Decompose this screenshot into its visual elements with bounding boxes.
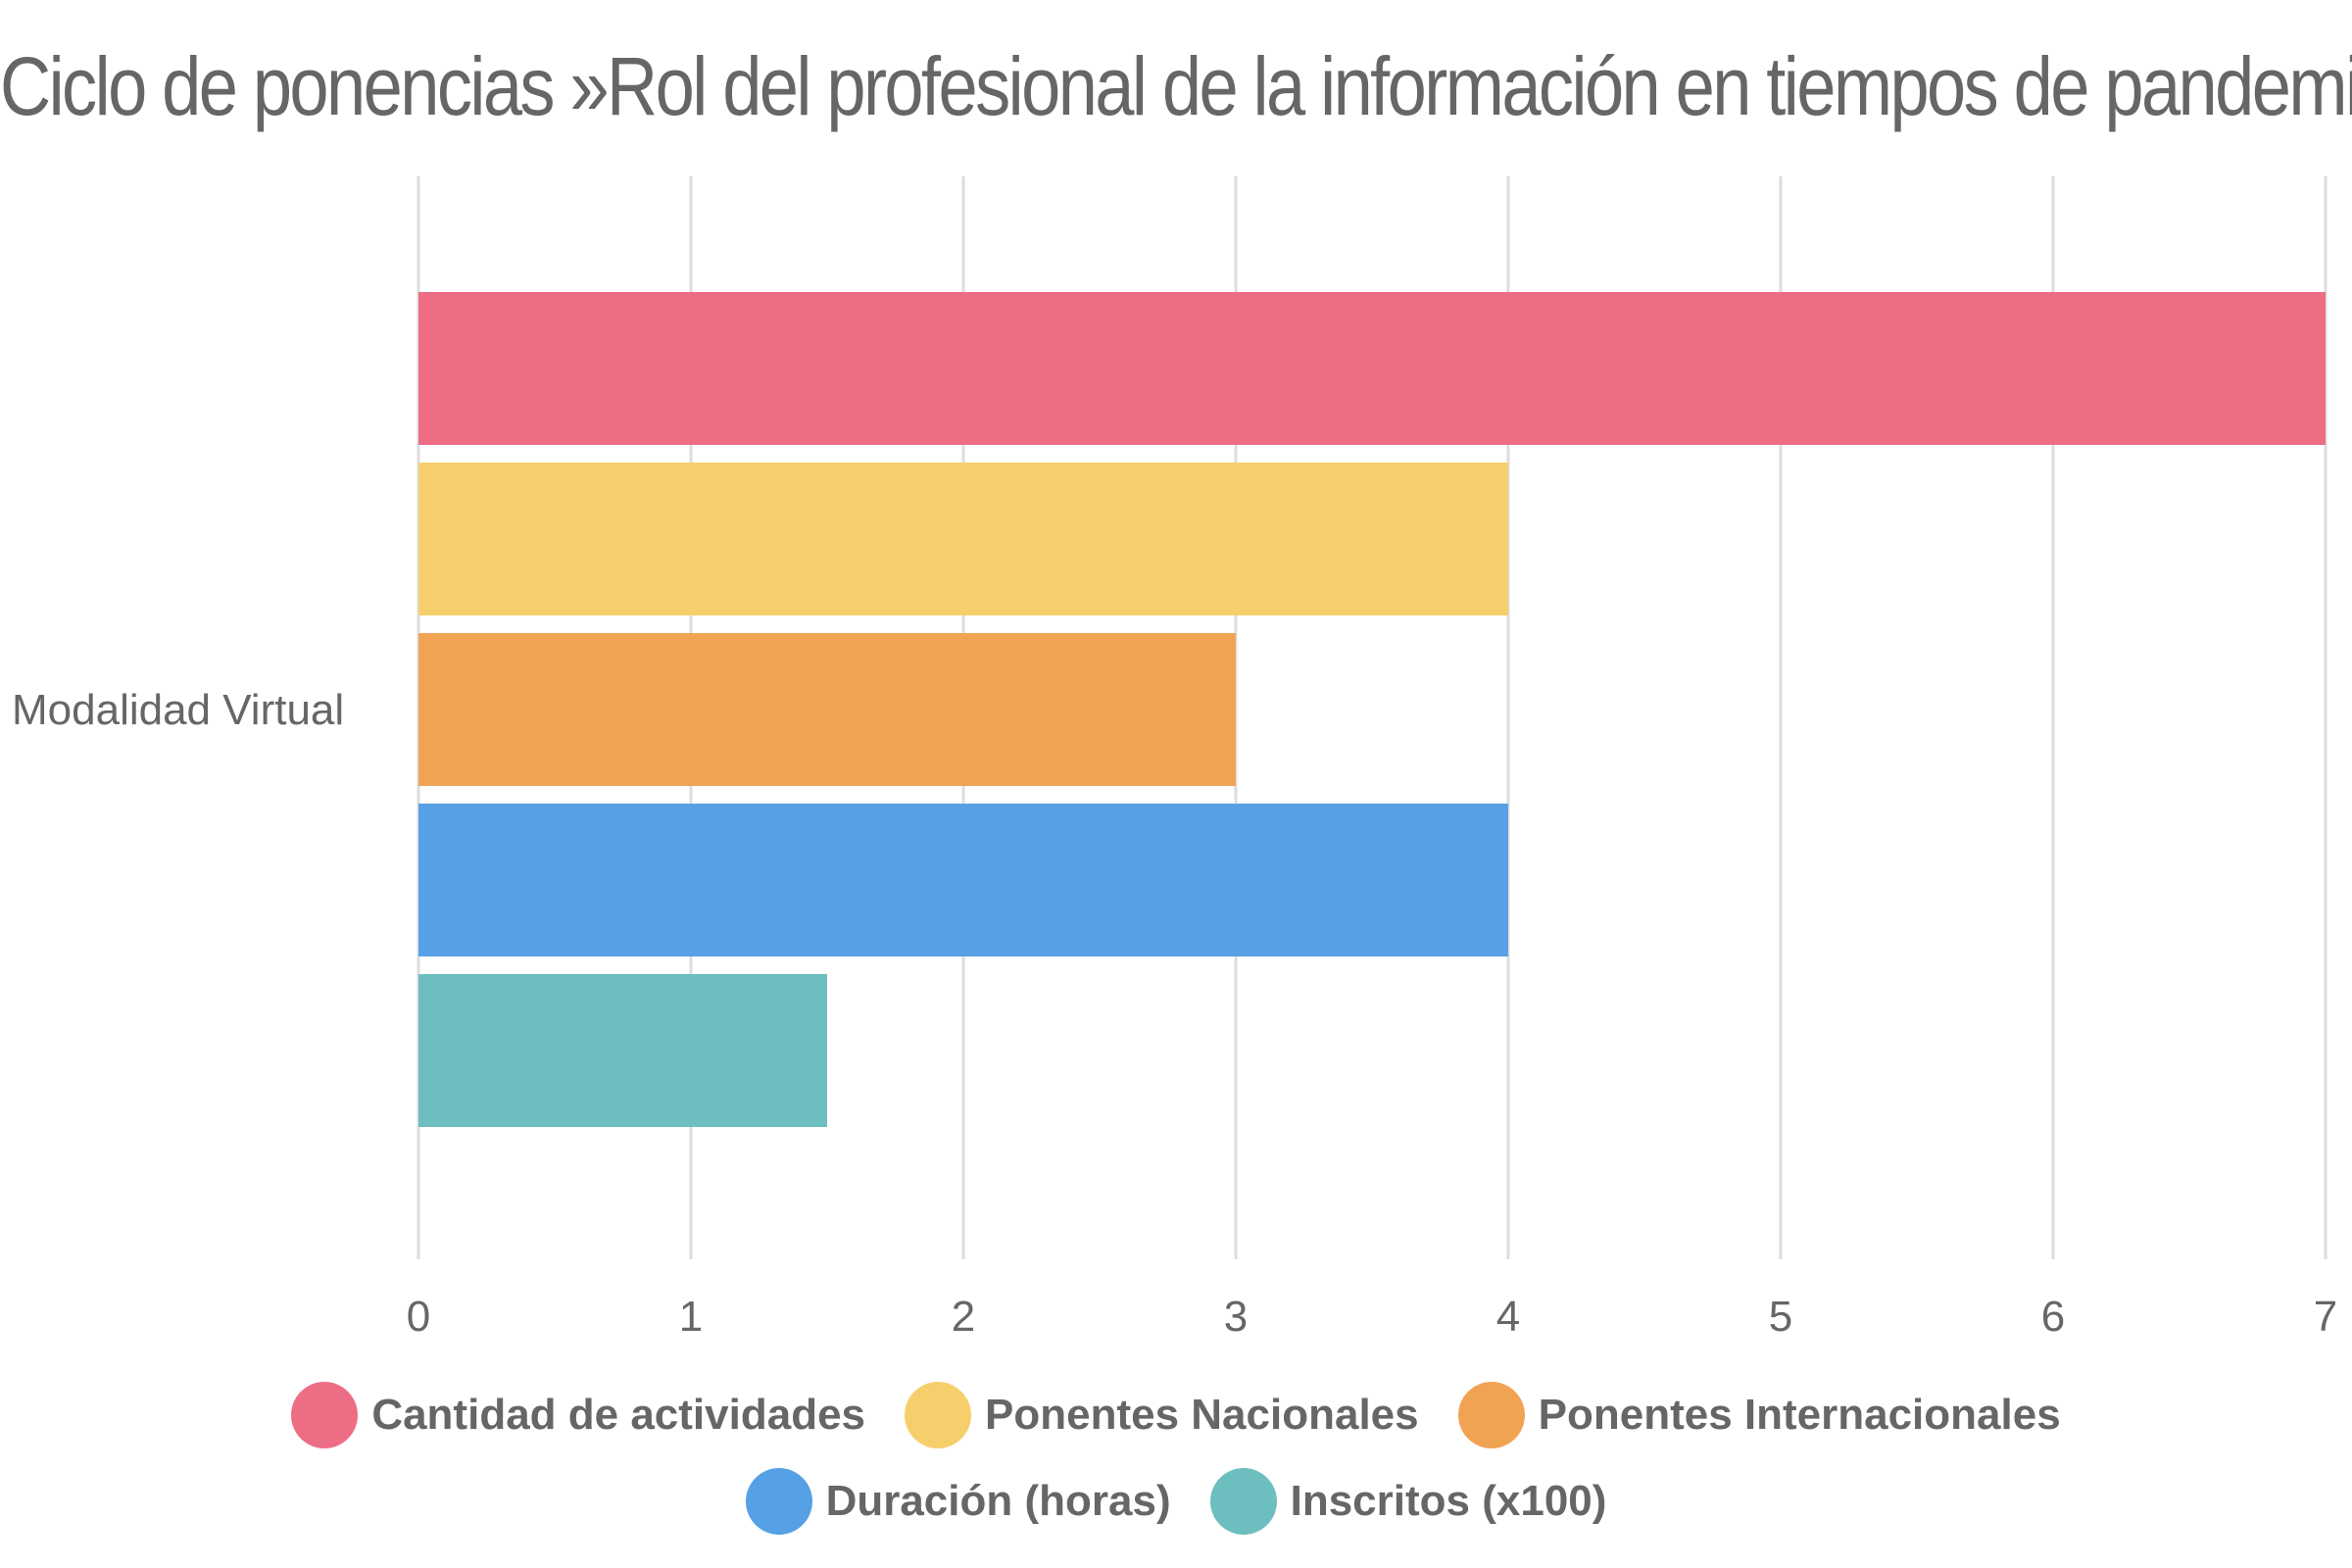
legend-label: Cantidad de actividades [371, 1391, 866, 1439]
legend-swatch [745, 1468, 812, 1535]
x-tick-label: 4 [1496, 1293, 1520, 1341]
chart-title: Ciclo de ponencias »Rol del profesional … [0, 40, 2352, 132]
y-category-label: Modalidad Virtual [12, 686, 344, 734]
legend-label: Duración (horas) [825, 1477, 1171, 1525]
bar [418, 633, 1236, 786]
legend-swatch [291, 1382, 359, 1448]
legend-item[interactable]: Cantidad de actividades [291, 1382, 865, 1448]
legend-swatch [1209, 1468, 1277, 1535]
legend-swatch [1457, 1382, 1525, 1448]
bar [418, 292, 2326, 445]
plot-area: 0 1 2 3 4 5 6 7 Modalidad Virtual [12, 176, 2337, 1341]
x-tick-label: 6 [2041, 1293, 2065, 1341]
legend-item[interactable]: Duración (horas) [745, 1468, 1171, 1535]
legend-item[interactable]: Ponentes Nacionales [905, 1382, 1419, 1448]
legend-row-1: Cantidad de actividades Ponentes Naciona… [0, 1382, 2352, 1448]
legend-label: Ponentes Nacionales [985, 1391, 1419, 1439]
legend-row-2: Duración (horas) Inscritos (x100) [0, 1468, 2352, 1535]
x-tick-label: 0 [407, 1293, 430, 1341]
legend-label: Ponentes Internacionales [1538, 1391, 2061, 1439]
bar [418, 804, 1508, 956]
bar [418, 463, 1508, 615]
legend-item[interactable]: Ponentes Internacionales [1457, 1382, 2061, 1448]
x-tick-label: 7 [2314, 1293, 2337, 1341]
bar [418, 974, 827, 1127]
x-tick-label: 1 [679, 1293, 703, 1341]
x-tick-label: 3 [1224, 1293, 1248, 1341]
legend-item[interactable]: Inscritos (x100) [1209, 1468, 1607, 1535]
x-tick-label: 2 [952, 1293, 975, 1341]
x-tick-label: 5 [1769, 1293, 1792, 1341]
legend-label: Inscritos (x100) [1290, 1477, 1607, 1525]
legend-swatch [905, 1382, 972, 1448]
